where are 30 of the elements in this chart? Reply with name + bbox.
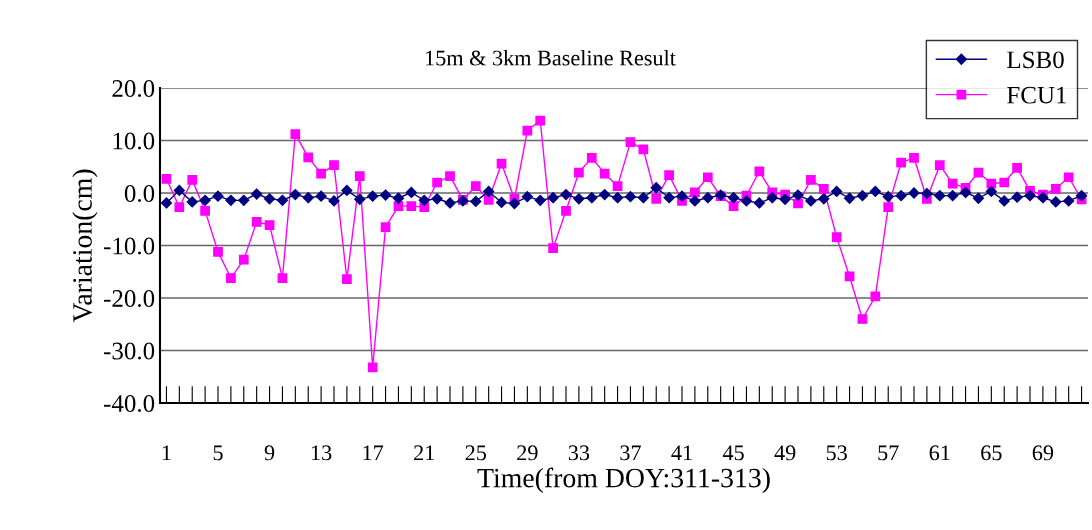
x-tick-label: 33 [568, 445, 590, 461]
x-tick-label: 53 [826, 445, 847, 461]
y-tick-label: -40.0 [103, 395, 155, 413]
legend-label: FCU1 [1007, 86, 1066, 104]
x-tick-label: 5 [213, 445, 223, 461]
x-tick-label: 49 [774, 445, 796, 461]
x-tick-label: 29 [517, 445, 538, 461]
x-tick-label: 61 [929, 445, 950, 461]
chart-title: 15m & 3km Baseline Result [426, 49, 676, 66]
y-tick-label: 0.0 [124, 185, 155, 203]
y-tick-label: 10.0 [113, 132, 155, 150]
x-axis-title: Time(from DOY:311-313) [477, 467, 770, 494]
x-tick-label: 13 [311, 445, 332, 461]
x-tick-label: 57 [878, 445, 899, 461]
x-tick-label: 17 [363, 445, 384, 461]
x-tick-label: 25 [465, 445, 487, 461]
x-tick-label: 9 [264, 445, 275, 461]
legend-label: LSB0 [1007, 51, 1064, 69]
x-tick-label: 65 [981, 445, 1002, 461]
y-tick-label: -20.0 [103, 290, 155, 308]
y-tick-label: -10.0 [103, 237, 155, 255]
x-tick-label: 37 [620, 445, 641, 461]
y-tick-label: -30.0 [103, 342, 155, 360]
x-tick-label: 41 [671, 445, 692, 461]
x-tick-label: 1 [162, 445, 171, 461]
y-tick-label: 20.0 [112, 80, 155, 98]
x-tick-label: 69 [1032, 445, 1054, 461]
x-tick-label: 45 [722, 445, 744, 461]
x-tick-label: 21 [414, 445, 434, 461]
y-axis-title: Variation(cm) [72, 169, 98, 323]
